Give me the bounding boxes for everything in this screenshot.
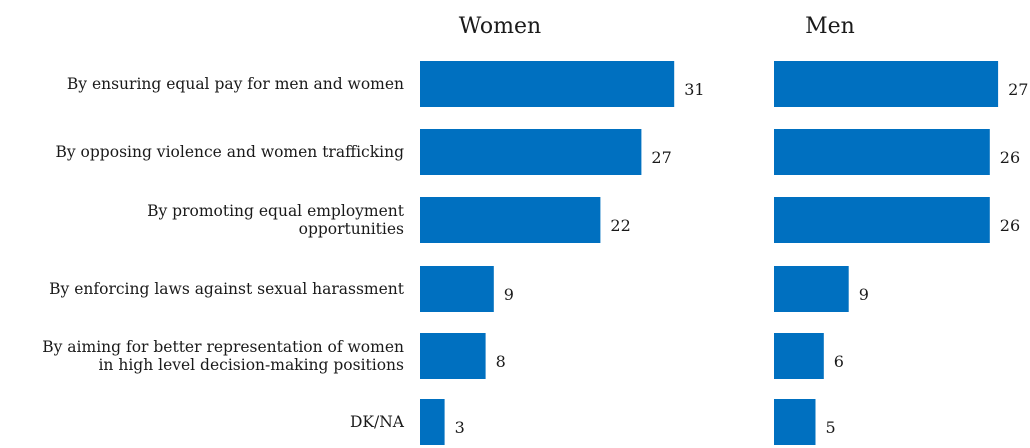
bar-women-0 [420,61,675,107]
value-label-men-3: 9 [859,285,869,304]
value-label-men-1: 26 [1000,148,1020,167]
value-label-women-1: 27 [651,148,671,167]
value-label-women-2: 22 [610,216,630,235]
panel-title-men: Men [805,14,855,39]
category-label: By ensuring equal pay for men and women [67,75,404,93]
bar-women-1 [420,129,642,175]
value-labels: 31 27 22 9 8 3 27 26 26 9 6 5 [455,80,1029,437]
bar-men-4 [774,333,824,379]
bar-women-4 [420,333,486,379]
bar-men-0 [774,61,999,107]
value-label-men-4: 6 [834,352,844,371]
value-label-women-3: 9 [504,285,514,304]
bars [420,61,999,445]
category-label: By promoting equal employment [147,202,405,220]
bar-men-2 [774,197,990,243]
category-label: opportunities [299,220,404,238]
bar-women-2 [420,197,601,243]
bar-men-1 [774,129,990,175]
category-label: DK/NA [350,413,405,431]
panel-title-women: Women [459,14,541,39]
panel-titles: Women Men [459,14,855,39]
category-label: in high level decision-making positions [98,356,404,374]
bar-men-5 [774,399,816,445]
category-label: By aiming for better representation of w… [42,338,404,356]
category-label: By enforcing laws against sexual harassm… [49,280,405,298]
value-label-women-5: 3 [455,418,465,437]
category-label: By opposing violence and women trafficki… [55,143,404,161]
value-label-men-0: 27 [1008,80,1028,99]
bar-women-5 [420,399,445,445]
bar-men-3 [774,266,849,312]
value-label-men-5: 5 [826,418,836,437]
category-labels: By ensuring equal pay for men and women B… [42,75,405,431]
value-label-women-4: 8 [496,352,506,371]
bar-women-3 [420,266,494,312]
value-label-men-2: 26 [1000,216,1020,235]
value-label-women-0: 31 [684,80,704,99]
